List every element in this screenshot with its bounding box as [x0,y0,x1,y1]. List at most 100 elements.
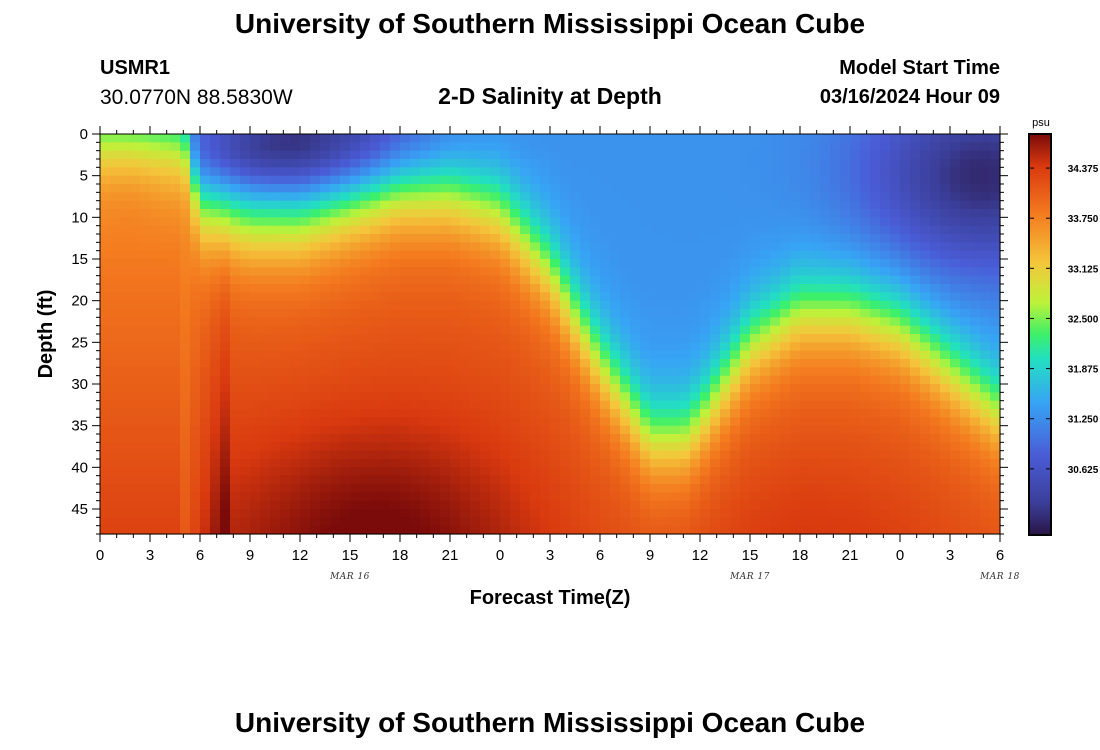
heatmap-cell [250,259,261,268]
heatmap-cell [550,367,561,377]
heatmap-cell [620,225,631,235]
heatmap-cell [570,342,581,352]
heatmap-cell [940,350,951,360]
heatmap-cell [500,242,511,252]
heatmap-cell [390,150,401,160]
heatmap-cell [100,350,111,360]
heatmap-cell [280,242,291,252]
heatmap-cell [140,450,151,460]
heatmap-cell [820,459,831,468]
heatmap-cell [400,350,411,360]
heatmap-cell [920,400,931,410]
heatmap-cell [270,509,281,518]
heatmap-cell [950,234,961,243]
heatmap-cell [820,425,831,435]
heatmap-cell [970,275,981,285]
heatmap-cell [540,425,551,435]
heatmap-cell [610,425,621,435]
heatmap-cell [350,509,361,518]
heatmap-cell [420,150,431,160]
heatmap-cell [520,484,531,493]
heatmap-cell [360,225,371,235]
heatmap-cell [270,367,281,377]
heatmap-cell [400,400,411,410]
heatmap-cell [180,475,191,485]
heatmap-cell [490,509,501,518]
heatmap-cell [320,467,331,477]
heatmap-cell [640,509,651,518]
heatmap-cell [900,267,911,277]
heatmap-cell [750,167,761,177]
heatmap-cell [340,450,351,460]
heatmap-cell [100,200,111,210]
heatmap-cell [180,225,191,235]
heatmap-cell [930,217,941,227]
heatmap-cell [920,200,931,210]
heatmap-cell [340,459,351,468]
heatmap-cell [100,475,111,485]
heatmap-cell [100,259,111,268]
heatmap-cell [390,509,401,518]
heatmap-cell [180,159,191,168]
heatmap-cell [130,234,141,243]
heatmap-cell [310,150,321,160]
heatmap-cell [520,434,531,443]
heatmap-cell [280,259,291,268]
heatmap-cell [760,409,771,418]
heatmap-cell [890,267,901,277]
heatmap-cell [300,134,311,143]
heatmap-cell [500,325,511,335]
heatmap-cell [370,450,381,460]
heatmap-cell [920,342,931,352]
heatmap-cell [650,275,661,285]
heatmap-cell [410,509,421,518]
heatmap-cell [860,375,871,385]
heatmap-cell [650,309,661,318]
heatmap-cell [510,200,521,210]
heatmap-cell [830,275,841,285]
heatmap-cell [250,492,261,502]
heatmap-cell [240,275,251,285]
heatmap-cell [780,309,791,318]
heatmap-cell [390,309,401,318]
heatmap-cell [200,434,211,443]
heatmap-cell [710,242,721,252]
heatmap-cell [540,417,551,427]
heatmap-cell [660,434,671,443]
heatmap-cell [580,442,591,452]
heatmap-cell [860,167,871,177]
heatmap-cell [390,359,401,368]
heatmap-cell [860,384,871,393]
heatmap-cell [260,325,271,335]
heatmap-cell [350,525,361,535]
heatmap-cell [870,234,881,243]
heatmap-cell [520,134,531,143]
heatmap-cell [910,175,921,185]
heatmap-cell [870,525,881,535]
heatmap-cell [760,250,771,260]
heatmap-cell [960,259,971,268]
heatmap-cell [390,284,401,293]
heatmap-cell [290,309,301,318]
heatmap-cell [620,450,631,460]
heatmap-cell [940,259,951,268]
heatmap-cell [790,217,801,227]
heatmap-cell [960,442,971,452]
heatmap-cell [460,409,471,418]
heatmap-cell [770,292,781,302]
heatmap-cell [760,384,771,393]
heatmap-cell [130,409,141,418]
heatmap-cell [660,200,671,210]
heatmap-cell [650,509,661,518]
heatmap-cell [320,459,331,468]
heatmap-cell [720,275,731,285]
heatmap-cell [100,225,111,235]
heatmap-cell [980,225,991,235]
heatmap-cell [430,259,441,268]
heatmap-cell [690,192,701,202]
heatmap-cell [590,184,601,193]
heatmap-cell [810,417,821,427]
chart-title: 2-D Salinity at Depth [438,83,662,109]
heatmap-cell [980,234,991,243]
